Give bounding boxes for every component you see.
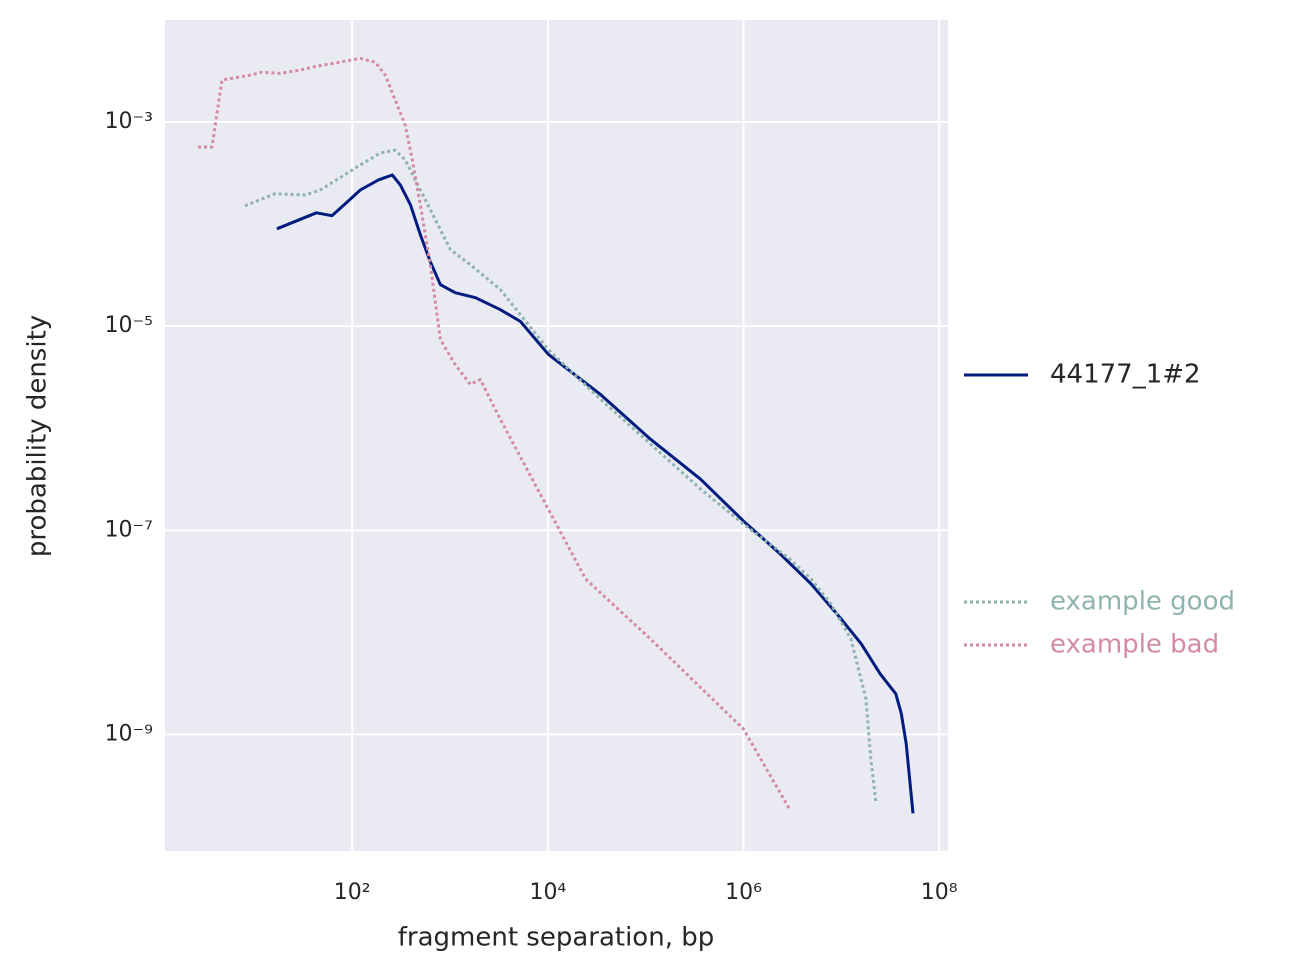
series-line [244,148,878,802]
x-tick-label: 10⁴ [529,880,566,905]
x-axis-label: fragment separation, bp [398,923,714,953]
series-line [276,173,915,814]
x-tick-label: 10⁸ [921,880,958,905]
legend-label: 44177_1#2 [1050,360,1201,390]
y-tick-label: 10⁻⁹ [105,721,153,746]
series-line [198,56,792,812]
x-tick-label: 10⁶ [725,880,762,905]
y-axis-label: probability density [23,315,53,557]
legend-label: example bad [1050,630,1219,660]
y-tick-label: 10⁻⁷ [105,517,153,542]
y-tick-label: 10⁻³ [105,109,153,134]
y-tick-label: 10⁻⁵ [105,313,153,338]
plot-area [165,20,948,851]
legend-label: example good [1050,587,1235,617]
x-tick-label: 10² [334,880,371,905]
